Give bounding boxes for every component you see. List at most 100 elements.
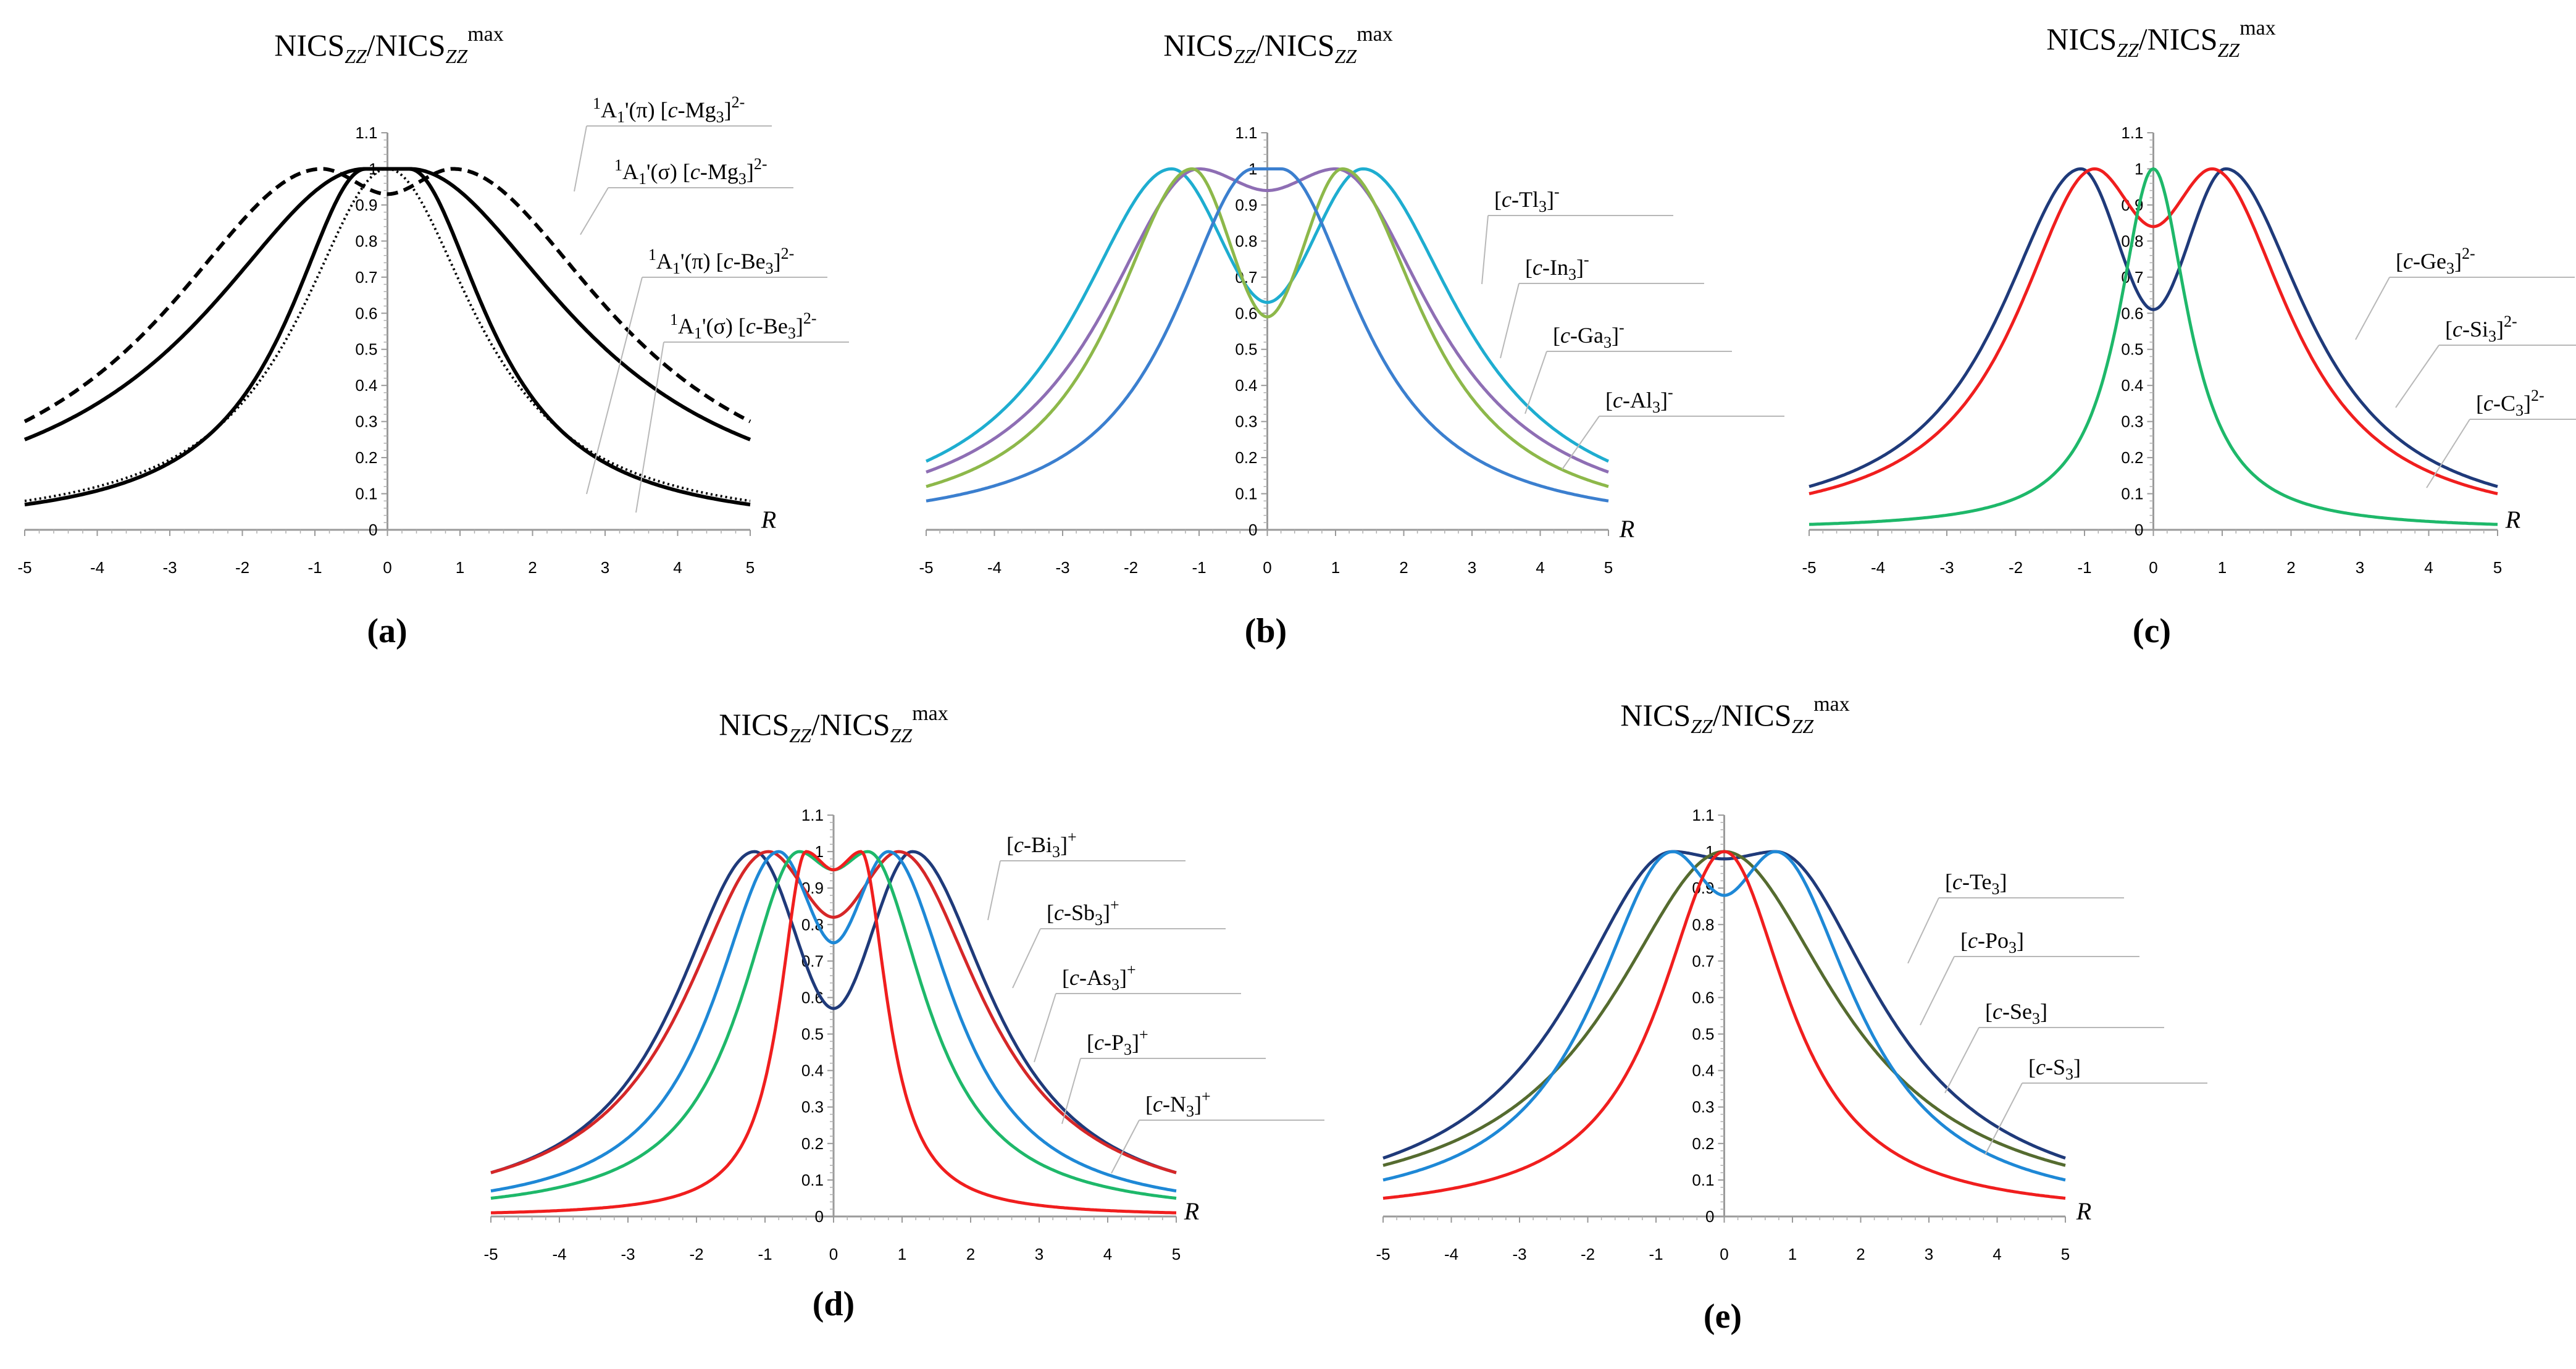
x-tick-label: 1 [1331,558,1340,577]
y-tick-label: 0.7 [1692,952,1714,970]
legend-italic: c [1533,255,1542,280]
x-tick-label: 3 [601,558,609,577]
x-tick-label: -5 [1376,1245,1390,1263]
x-tick-label: 5 [1604,558,1613,577]
legend-italic: c [1968,928,1978,953]
legend-sup: + [1110,896,1119,914]
x-axis-label: R [761,506,776,534]
y-tick-label: 0.1 [1692,1171,1714,1189]
title-part: /NICS [2139,22,2218,56]
y-tick-label: 0 [2135,521,2143,539]
y-tick-label: 0.1 [2121,485,2143,503]
legend-sup: - [1668,383,1673,401]
title-sub: ZZ [2218,39,2241,61]
x-tick-label: 4 [1536,558,1544,577]
panel-c: -5 -4 -3 -2 -1 0 1 2 3 4 500.10.20.30.40.50.60.70.… [1802,17,2576,650]
panel-d: -5 -4 -3 -2 -1 0 1 2 3 4 500.10.20.30.40.50.60.70.… [483,702,1324,1323]
legend-label-5: [c-N3]+ [1145,1087,1211,1120]
panel-label: (e) [1704,1297,1742,1336]
x-tick-label: 2 [528,558,537,577]
chart-title: NICSZZ/NICSZZmax [274,23,503,67]
legend-leader-line [1481,215,1489,285]
legend-italic: c [746,314,756,338]
legend-text: -Po [1978,928,2009,953]
legend-text: -Mg [678,98,716,122]
legend-leader-line [987,860,1001,921]
x-tick-label: 4 [2424,558,2433,577]
x-tick-label: -3 [1512,1245,1526,1263]
legend-label-2: 1A1'(σ) [c-Mg3]2- [614,155,767,188]
legend-leader-line [1920,956,1955,1026]
legend-text: -As [1079,965,1111,990]
x-axis-label: R [2076,1197,2091,1225]
legend-text: [ [2445,317,2453,341]
x-tick-label: 0 [383,558,391,577]
legend-text: [ [1605,388,1613,412]
title-part: NICS [274,28,345,62]
legend-leader-line [1500,283,1520,359]
x-tick-label: -1 [758,1245,772,1263]
legend-label-2: [c-Sb3]+ [1047,896,1119,929]
series-line-3 [1382,850,2066,1182]
legend-text: [ [1553,323,1560,348]
legend-italic: c [1613,388,1623,412]
chart-title: NICSZZ/NICSZZmax [1620,693,1849,737]
legend-italic: c [2036,1055,2046,1079]
legend-text: '(σ) [ [702,314,746,338]
y-tick-label: 0.3 [355,412,377,431]
legend-label-2: [c-Po3] [1960,928,2024,957]
series-line-4 [24,167,751,507]
legend-italic: c [2483,391,2493,416]
title-part: /NICS [1256,28,1335,62]
y-tick-label: 0.5 [2121,340,2143,359]
legend-italic: c [1560,323,1570,348]
legend-sub: 3 [1604,333,1612,351]
legend-label-4: [c-P3]+ [1087,1026,1148,1058]
legend-sub: 3 [1111,976,1119,994]
legend-sup: 2- [803,309,817,327]
legend-text: ] [1660,388,1668,412]
panel-label: (c) [2133,612,2171,650]
y-tick-label: 1.1 [1692,806,1714,824]
y-tick-label: 0.3 [1235,412,1257,431]
legend-sub: 3 [738,170,746,188]
legend-text: ] [1060,832,1068,857]
x-tick-label: -3 [621,1245,635,1263]
legend-sub: 3 [2488,327,2496,345]
y-tick-label: 0.2 [2121,448,2143,467]
legend-sup: + [1068,828,1077,846]
series-line-3 [1809,167,2498,526]
y-tick-label: 0.4 [1692,1061,1714,1080]
y-tick-label: 0.4 [355,376,377,395]
y-tick-label: 0.8 [1235,232,1257,250]
legend-leader-line [1034,993,1056,1063]
legend-text: A [601,98,617,122]
y-tick-label: 0.1 [355,485,377,503]
legend-text: [ [1945,869,1952,894]
legend-text: -Te [1962,869,1991,894]
title-sup: max [467,23,504,46]
legend-text: A [622,159,638,184]
x-axis-label: R [1619,515,1634,543]
legend-sub: 1 [694,324,702,342]
chart-title: NICSZZ/NICSZZmax [719,702,948,747]
legend-text: [ [1960,928,1968,953]
series-line-4 [1382,850,2066,1200]
legend-leader-line [574,125,587,192]
x-tick-label: 1 [2218,558,2227,577]
legend-sub: 3 [1991,880,1999,898]
legend-text: [ [2028,1055,2036,1079]
legend-text: [ [2396,249,2403,274]
legend-sub: 3 [2032,1010,2040,1028]
legend-text: ] [746,159,754,184]
y-tick-label: 0.9 [355,196,377,214]
legend-text: -Mg [700,159,738,184]
legend-leader-line [1012,928,1041,989]
series-line-1 [490,850,1177,1174]
legend-leader-line [580,187,609,235]
x-tick-label: -1 [307,558,322,577]
y-tick-label: 0.4 [2121,376,2143,395]
legend-italic: c [1952,869,1962,894]
y-tick-label: 0.2 [1235,448,1257,467]
legend-sub: 3 [1095,911,1103,929]
